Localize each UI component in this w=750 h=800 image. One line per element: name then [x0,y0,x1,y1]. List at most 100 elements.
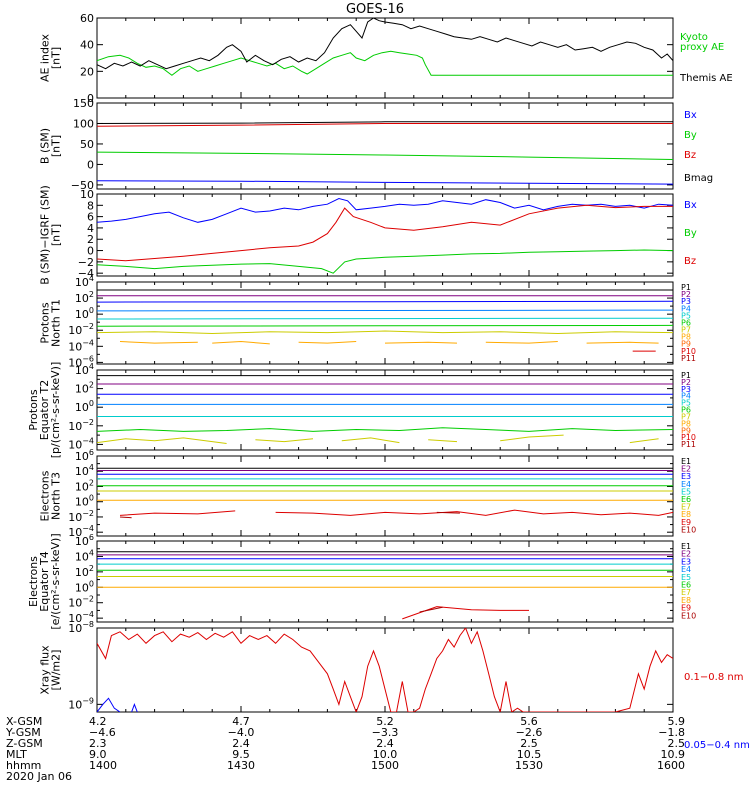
series-group [97,375,673,444]
series-line-p8 [298,341,357,344]
legend-e2: E2 [681,550,691,559]
x-tick-label: 9.5 [232,748,250,761]
y-tick-label: 10−2 [68,595,94,610]
y-axis-label: North T1 [50,299,63,347]
legend-p11: P11 [681,354,696,363]
x-tick-label: 10.5 [517,748,542,761]
x-tick-label: 4.2 [89,715,107,728]
series-line-by [97,249,673,274]
legend-e6: E6 [681,495,691,504]
y-tick-label: 102 [75,478,94,493]
y-tick-label: 10−2 [68,509,94,524]
series-group [97,289,673,352]
series-line-by [97,151,673,160]
series-line-e9 [402,606,529,620]
legend-e10: E10 [681,525,696,534]
legend-p3: P3 [681,297,691,306]
series-line-bz [97,123,673,127]
panel-frame [96,540,674,623]
legend-e6: E6 [681,581,691,590]
legend-e9: E9 [681,518,691,527]
x-tick-label: 9.0 [89,748,107,761]
legend-e9: E9 [681,604,691,613]
legend-e5: E5 [681,487,691,496]
series-line-p5 [97,317,673,320]
legend-bz: Bz [684,256,696,267]
x-tick-label: 1600 [657,759,685,772]
series-group [97,121,673,185]
panel-frame [96,102,674,190]
y-axis-label: Protons [27,389,40,430]
x-tick-label: 4.7 [232,715,250,728]
series-line-themis-ae [97,18,673,70]
series-line-p7 [341,437,400,444]
y-tick-label: 10−6 [68,354,94,369]
y-tick-label: 40 [80,39,94,52]
legend-p1: P1 [681,371,691,380]
legend-e1: E1 [681,457,691,466]
x-row-label-y-gsm: Y-GSM [5,726,41,739]
x-tick-label: 2.4 [376,737,394,750]
legend-e7: E7 [681,588,691,597]
y-tick-label: 104 [75,548,94,563]
x-tick-label: 2.3 [89,737,107,750]
y-axis-label: [nT] [50,224,63,246]
series-line-p7 [97,330,673,335]
series-line-bmag [97,121,673,124]
y-tick-label: 10−2 [68,418,94,433]
y-tick-label: 100 [73,117,94,130]
series-group [97,467,673,519]
legend-p10: P10 [681,433,696,442]
legend-proxy-ae: proxy AE [680,42,724,53]
y-tick-label: 0 [87,158,94,171]
y-axis-label: Electrons [39,470,52,521]
series-group [97,551,673,620]
legend-bmag: Bmag [684,173,713,184]
legend-bz: Bz [684,150,696,161]
series-line-p6 [97,427,673,432]
y-tick-label: 4 [87,222,94,235]
x-tick-label: 2.5 [520,737,538,750]
y-axis-label: Electrons [27,556,40,607]
legend-by: By [684,228,697,239]
legend-e5: E5 [681,573,691,582]
y-tick-label: 2 [87,233,94,246]
panel-bsm: −50 0 50 100 150 B (SM)[nT] Bx By Bz Bmag [39,97,714,192]
y-axis-label: [nT] [50,135,63,157]
legend-p4: P4 [681,392,691,401]
series-line-e10 [436,511,460,514]
y-tick-label: 10−2 [68,322,94,337]
y-axis-label: North T3 [50,472,63,520]
y-axis-label: B (SM) [39,128,52,164]
legend-e3: E3 [681,472,691,481]
legend-e7: E7 [681,503,691,512]
legend-p9: P9 [681,340,691,349]
legend-e2: E2 [681,465,691,474]
x-tick-label: −3.3 [372,726,399,739]
y-tick-label: 10−4 [68,436,94,451]
series-line-p7 [255,438,314,443]
series-line-p7 [629,438,659,444]
x-tick-label: 1400 [89,759,117,772]
y-axis-label: [e/(cm²-s-sr-keV)] [49,533,62,629]
y-tick-label: −50 [71,179,94,192]
legend-p8: P8 [681,419,691,428]
series-line-e10 [119,516,132,519]
x-tick-label: 2.5 [668,737,686,750]
legend-themis-ae: Themis AE [679,73,733,84]
legend-p5: P5 [681,311,691,320]
legend-p10: P10 [681,347,696,356]
y-tick-label: −4 [78,267,94,280]
y-tick-label: 50 [80,138,94,151]
y-axis-label: [p/(cm²-s-sr-keV)] [49,362,62,459]
legend-p2: P2 [681,290,691,299]
y-tick-label: 10−9 [68,696,94,711]
series-line-0-1-0-8-nm [97,628,673,712]
series-line-p8 [212,340,270,345]
y-tick-label: 100 [75,306,94,321]
y-axis-label: Protons [39,302,52,343]
series-line-p6 [97,324,673,327]
x-row-label-x-gsm: X-GSM [6,715,42,728]
